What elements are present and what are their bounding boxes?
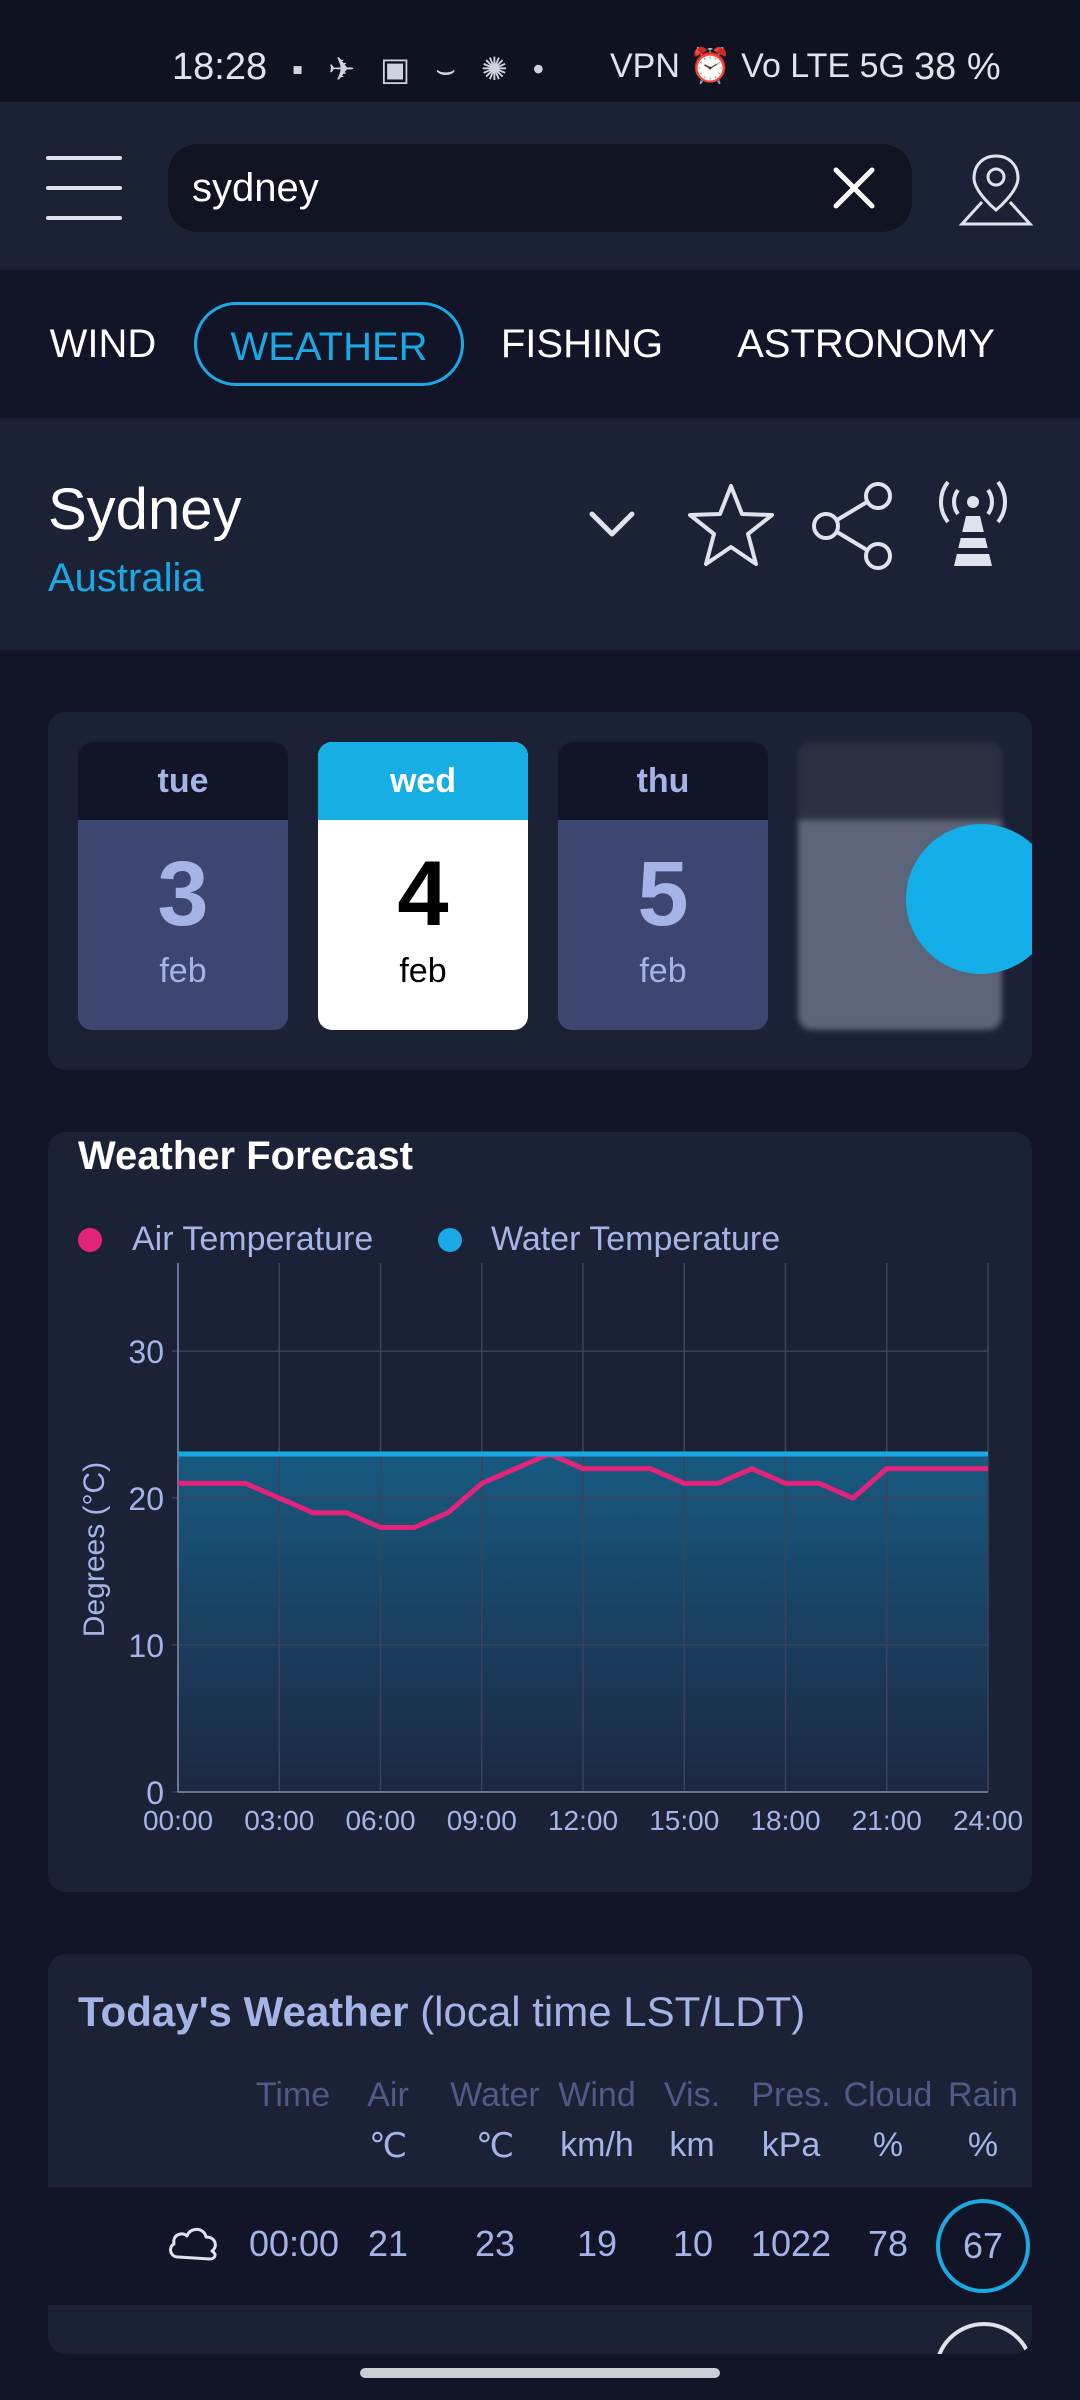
col-unit-vis: km (669, 2126, 715, 2164)
country-name: Australia (48, 556, 204, 600)
cell-air: 21 (367, 2223, 409, 2264)
y-tick-label: 0 (146, 1775, 164, 1811)
top-app-bar (0, 102, 1080, 270)
col-header-air: Air (367, 2076, 409, 2114)
day-card-thu[interactable]: thu 5 feb (558, 742, 768, 1030)
share-icon[interactable] (808, 480, 898, 570)
section-tabs: WIND WEATHER FISHING ASTRONOMY (0, 270, 1080, 418)
day-month: feb (399, 952, 447, 990)
y-tick-label: 10 (128, 1628, 164, 1664)
network-indicators: VPN ⏰ Vo LTE 5G (610, 47, 905, 85)
day-card-tue[interactable]: tue 3 feb (78, 742, 288, 1030)
col-header-pres: Pres. (751, 2076, 831, 2114)
cell-vis: 10 (672, 2223, 714, 2264)
day-card-wed[interactable]: wed 4 feb (318, 742, 528, 1030)
star-icon[interactable] (686, 480, 776, 570)
chart-title: Weather Forecast (78, 1134, 413, 1178)
col-unit-air: ℃ (368, 2127, 408, 2165)
col-unit-rain: % (967, 2126, 999, 2164)
air-temperature-line (178, 1451, 988, 1530)
col-header-vis: Vis. (663, 2076, 721, 2114)
next-row-rain-circle (934, 2322, 1032, 2354)
col-unit-pres: kPa (761, 2126, 821, 2164)
col-unit-water: ℃ (475, 2127, 515, 2165)
search-box[interactable] (168, 144, 912, 232)
x-tick-label: 00:00 (143, 1805, 213, 1836)
weather-station-icon[interactable] (928, 480, 1018, 570)
x-tick-label: 15:00 (649, 1805, 719, 1836)
day-of-week: wed (318, 742, 528, 820)
legend-air-temperature[interactable]: Air Temperature (132, 1220, 374, 1258)
x-tick-label: 06:00 (345, 1805, 415, 1836)
day-number: 3 (157, 843, 209, 945)
y-tick-label: 20 (128, 1481, 164, 1517)
legend-dot-air (78, 1228, 102, 1252)
todays-weather-card: Today's Weather (local time LST/LDT) Tim… (48, 1954, 1032, 2354)
cell-pres: 1022 (750, 2223, 832, 2264)
x-tick-label: 21:00 (852, 1805, 922, 1836)
chevron-down-icon[interactable] (588, 504, 636, 544)
premium-overlay-circle[interactable] (906, 824, 1032, 974)
col-header-rain: Rain (948, 2076, 1018, 2114)
day-selector: tue 3 feb wed 4 feb thu 5 feb (48, 712, 1032, 1070)
legend-dot-water (438, 1228, 462, 1252)
day-number: 5 (637, 843, 689, 945)
table-row[interactable]: 00:00 21 23 19 10 1022 78 67 (48, 2187, 1032, 2305)
legend-water-temperature[interactable]: Water Temperature (491, 1220, 781, 1258)
day-month: feb (639, 952, 687, 990)
todays-weather-title: Today's Weather (local time LST/LDT) (78, 1988, 806, 2035)
col-unit-cloud: % (872, 2126, 904, 2164)
col-header-cloud: Cloud (843, 2076, 933, 2114)
battery-level: 38 % (914, 46, 1001, 88)
clear-icon[interactable] (830, 164, 878, 212)
city-name: Sydney (48, 477, 242, 542)
y-tick-label: 30 (128, 1334, 164, 1370)
col-unit-wind: km/h (560, 2126, 634, 2164)
x-tick-label: 12:00 (548, 1805, 618, 1836)
col-header-water: Water (450, 2076, 540, 2114)
cell-water: 23 (474, 2223, 516, 2264)
cloud-icon (169, 2227, 217, 2261)
location-header: Sydney Australia (0, 418, 1080, 650)
col-header-wind: Wind (558, 2076, 636, 2114)
y-axis-label: Degrees (°C) (78, 1462, 111, 1637)
home-indicator[interactable] (360, 2368, 720, 2378)
status-bar: 18:28 ▪ ✈ ▣ ⌣ ✺ • VPN ⏰ Vo LTE 5G 38 % (0, 0, 1080, 102)
location-pin-icon[interactable] (956, 150, 1036, 230)
menu-icon[interactable] (46, 156, 122, 222)
x-tick-label: 18:00 (750, 1805, 820, 1836)
day-number: 4 (397, 843, 449, 945)
status-time: 18:28 (172, 46, 268, 88)
day-month: feb (159, 952, 207, 990)
col-header-time: Time (255, 2076, 331, 2114)
search-input[interactable] (192, 144, 812, 232)
cell-cloud: 78 (867, 2223, 909, 2264)
x-tick-label: 03:00 (244, 1805, 314, 1836)
tab-astronomy[interactable]: ASTRONOMY (737, 322, 995, 366)
tab-wind[interactable]: WIND (49, 322, 157, 366)
weather-forecast-card: Weather Forecast Air Temperature Water T… (48, 1132, 1032, 1892)
cell-rain: 67 (936, 2199, 1030, 2293)
x-tick-label: 24:00 (953, 1805, 1023, 1836)
tab-weather[interactable]: WEATHER (194, 302, 464, 386)
day-of-week: thu (558, 742, 768, 820)
notification-icons: ▪ ✈ ▣ ⌣ ✺ • (292, 51, 552, 87)
cell-time: 00:00 (248, 2223, 340, 2264)
x-tick-label: 09:00 (447, 1805, 517, 1836)
day-of-week: tue (78, 742, 288, 820)
tab-fishing[interactable]: FISHING (500, 322, 664, 366)
cell-wind: 19 (576, 2223, 618, 2264)
temperature-chart: 00:00 03:00 06:00 09:00 12:00 15:00 18:00 21:00… (78, 1263, 1023, 1836)
